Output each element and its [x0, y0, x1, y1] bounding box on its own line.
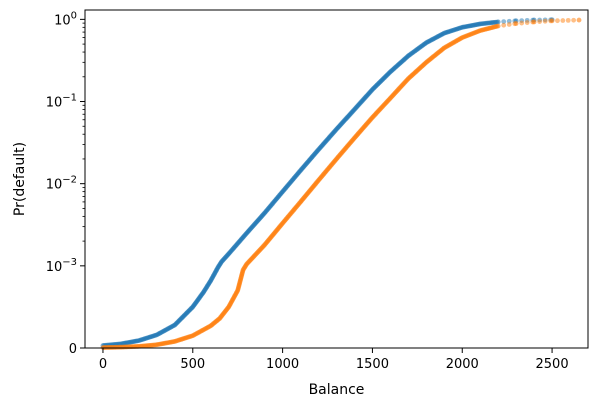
data-point	[495, 23, 501, 29]
series-1	[100, 17, 555, 348]
plot-area-frame	[84, 9, 589, 349]
data-point	[537, 19, 543, 24]
x-tick-label: 0	[99, 357, 107, 372]
y-axis-label: Pr(default)	[12, 142, 28, 216]
y-axis-ticks: 0 10−3 10−2 10−1 100	[46, 10, 85, 357]
series-2	[100, 17, 582, 350]
data-point	[560, 18, 566, 23]
data-point	[549, 18, 555, 24]
data-point	[501, 22, 507, 28]
data-point	[571, 17, 577, 23]
data-point	[565, 17, 571, 23]
x-axis-label: Balance	[309, 382, 365, 398]
y-tick-label: 10−1	[46, 93, 77, 111]
data-point	[506, 22, 512, 27]
x-tick-label: 2000	[446, 357, 479, 372]
data-point	[531, 19, 537, 25]
x-axis-ticks: 0 500 1000 1500 2000 2500	[99, 348, 569, 372]
x-tick-label: 1500	[356, 357, 389, 372]
data-point	[542, 18, 548, 24]
y-tick-label: 100	[54, 10, 77, 28]
data-points	[100, 17, 582, 350]
data-point	[495, 19, 501, 25]
y-tick-label: 0	[69, 342, 77, 357]
data-point	[576, 17, 582, 23]
y-tick-label: 10−3	[46, 257, 77, 275]
y-tick-label: 10−2	[46, 175, 77, 193]
data-point	[519, 20, 525, 26]
data-point	[555, 18, 560, 24]
x-tick-label: 500	[180, 357, 205, 372]
data-point	[501, 19, 507, 24]
data-point	[513, 21, 519, 26]
data-point	[524, 20, 530, 25]
x-tick-label: 1000	[266, 357, 299, 372]
x-tick-label: 2500	[536, 357, 569, 372]
